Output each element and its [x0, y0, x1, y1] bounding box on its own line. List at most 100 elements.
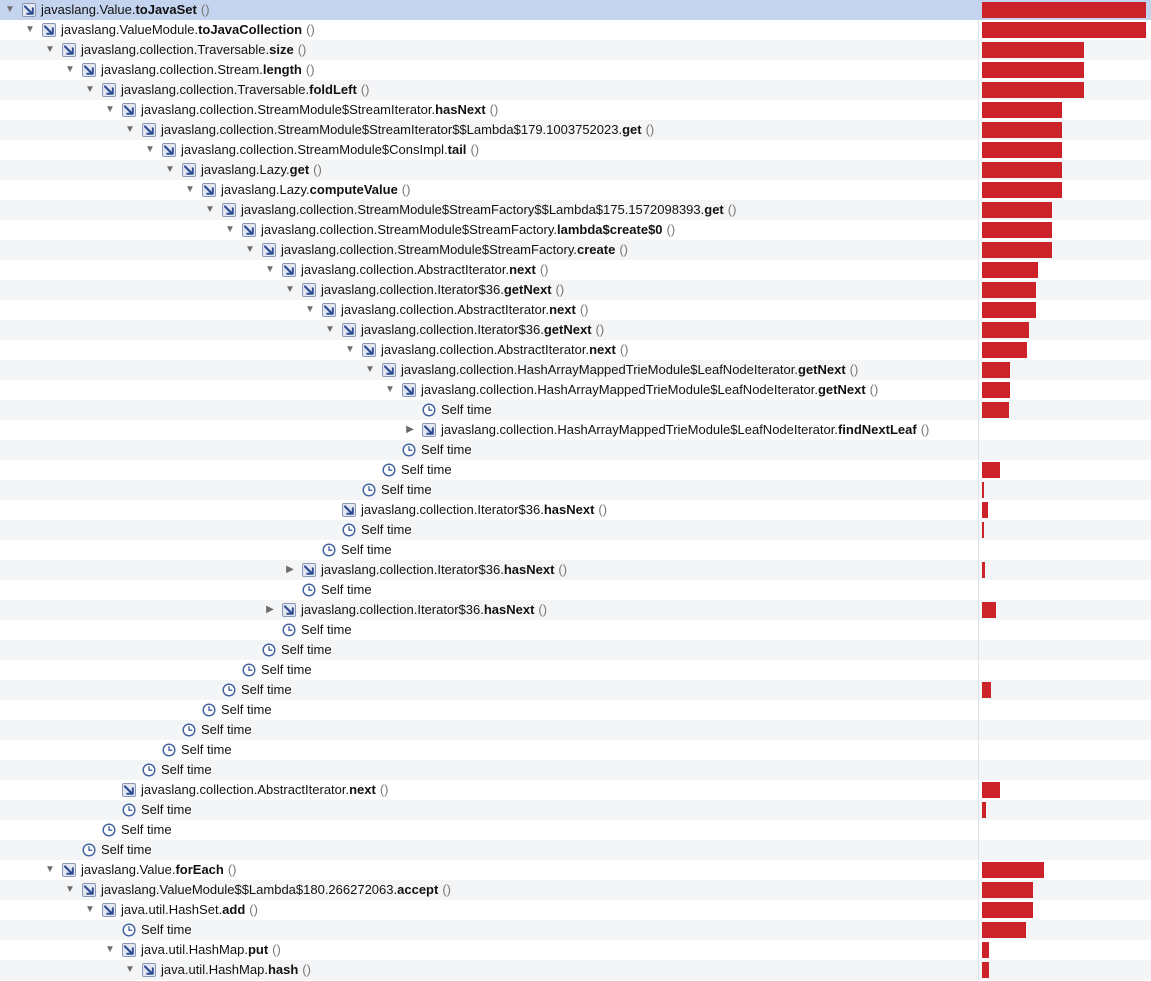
method-label: javaslang.collection.Traversable.size(): [81, 43, 306, 57]
method-label: javaslang.collection.Traversable.foldLef…: [121, 83, 369, 97]
call-tree-row[interactable]: ▼ javaslang.ValueModule.toJavaCollection(…: [0, 20, 1151, 40]
self-time-row[interactable]: Self time: [0, 680, 1151, 700]
expand-toggle-icon[interactable]: ▼: [25, 24, 35, 35]
call-tree-row[interactable]: ▼ javaslang.collection.Traversable.size(): [0, 40, 1151, 60]
expand-toggle-icon[interactable]: ▼: [225, 224, 235, 235]
expand-toggle-icon[interactable]: ▼: [65, 64, 75, 75]
call-tree-row[interactable]: ▼ javaslang.collection.AbstractIterator.n…: [0, 300, 1151, 320]
time-bar-cell: [978, 240, 1151, 260]
clock-icon: [262, 643, 276, 657]
clock-icon: [142, 763, 156, 777]
call-tree-row[interactable]: ▼ javaslang.collection.StreamModule$Strea…: [0, 200, 1151, 220]
call-tree-row[interactable]: ▼ javaslang.collection.AbstractIterator.n…: [0, 340, 1151, 360]
call-tree-row[interactable]: ▼ javaslang.collection.StreamModule$Strea…: [0, 240, 1151, 260]
expand-toggle-icon[interactable]: ▼: [365, 364, 375, 375]
self-time-row[interactable]: Self time: [0, 580, 1151, 600]
call-tree-row[interactable]: ▼ javaslang.collection.Stream.length(): [0, 60, 1151, 80]
call-tree-row[interactable]: ▼ javaslang.Value.toJavaSet(): [0, 0, 1151, 20]
expand-toggle-icon[interactable]: ▼: [325, 324, 335, 335]
expand-toggle-icon[interactable]: ▼: [125, 124, 135, 135]
self-time-row[interactable]: Self time: [0, 640, 1151, 660]
expand-toggle-icon[interactable]: ▼: [165, 164, 175, 175]
method-package: javaslang.ValueModule.: [61, 22, 199, 37]
self-time-row[interactable]: Self time: [0, 720, 1151, 740]
expand-toggle-icon[interactable]: ▼: [145, 144, 155, 155]
self-time-row[interactable]: Self time: [0, 460, 1151, 480]
self-time-row[interactable]: Self time: [0, 520, 1151, 540]
call-tree-row[interactable]: ▼ java.util.HashMap.put(): [0, 940, 1151, 960]
self-time-row[interactable]: Self time: [0, 800, 1151, 820]
expand-toggle-icon[interactable]: ▼: [45, 864, 55, 875]
call-tree-row[interactable]: ▼ javaslang.collection.HashArrayMappedTri…: [0, 360, 1151, 380]
expand-toggle-icon[interactable]: ▼: [85, 904, 95, 915]
time-bar-cell: [978, 840, 1151, 860]
call-tree-row[interactable]: ▼ javaslang.collection.HashArrayMappedTri…: [0, 380, 1151, 400]
call-tree-row[interactable]: ▼ java.util.HashSet.add(): [0, 900, 1151, 920]
clock-icon: [422, 403, 436, 417]
self-time-label: Self time: [241, 682, 292, 697]
self-time-row[interactable]: Self time: [0, 540, 1151, 560]
call-tree-row[interactable]: ▼ javaslang.collection.AbstractIterator.n…: [0, 260, 1151, 280]
method-name: next: [349, 782, 376, 797]
call-tree-row[interactable]: ▼ javaslang.collection.Traversable.foldLe…: [0, 80, 1151, 100]
method-name: foldLeft: [309, 82, 357, 97]
expand-toggle-icon[interactable]: ▼: [105, 944, 115, 955]
expand-toggle-icon[interactable]: ▼: [205, 204, 215, 215]
expand-toggle-icon[interactable]: ▼: [385, 384, 395, 395]
method-label: javaslang.collection.AbstractIterator.ne…: [141, 783, 389, 797]
call-tree-row[interactable]: ▼ java.util.HashMap.hash(): [0, 960, 1151, 980]
expand-toggle-icon[interactable]: ▼: [285, 284, 295, 295]
self-time-row[interactable]: Self time: [0, 700, 1151, 720]
collapse-toggle-icon[interactable]: ▶: [406, 424, 414, 435]
expand-toggle-icon[interactable]: ▼: [5, 4, 15, 15]
method-package: javaslang.collection.StreamModule$Stream…: [261, 222, 558, 237]
collapse-toggle-icon[interactable]: ▶: [266, 604, 274, 615]
self-time-row[interactable]: Self time: [0, 400, 1151, 420]
self-time-row[interactable]: Self time: [0, 760, 1151, 780]
clock-icon: [282, 623, 296, 637]
self-time-row[interactable]: Self time: [0, 740, 1151, 760]
self-time-row[interactable]: Self time: [0, 480, 1151, 500]
time-bar: [982, 502, 988, 518]
method-package: javaslang.collection.Traversable.: [121, 82, 310, 97]
expand-toggle-icon[interactable]: ▼: [45, 44, 55, 55]
expand-toggle-icon[interactable]: ▼: [345, 344, 355, 355]
clock-icon: [82, 843, 96, 857]
self-time-row[interactable]: Self time: [0, 920, 1151, 940]
call-tree-row[interactable]: ▼ javaslang.Lazy.computeValue(): [0, 180, 1151, 200]
method-args: (): [489, 102, 499, 117]
call-tree-row[interactable]: ▼ javaslang.collection.StreamModule$ConsI…: [0, 140, 1151, 160]
call-tree-row[interactable]: ▼ javaslang.collection.StreamModule$Strea…: [0, 120, 1151, 140]
method-label: javaslang.collection.StreamModule$ConsIm…: [181, 143, 479, 157]
call-tree-row[interactable]: ▶ javaslang.collection.Iterator$36.hasNex…: [0, 560, 1151, 580]
expand-toggle-icon[interactable]: ▼: [265, 264, 275, 275]
time-bar: [982, 682, 991, 698]
expand-toggle-icon[interactable]: ▼: [125, 964, 135, 975]
self-time-row[interactable]: Self time: [0, 660, 1151, 680]
call-tree-row[interactable]: ▼ javaslang.Lazy.get(): [0, 160, 1151, 180]
self-time-row[interactable]: Self time: [0, 440, 1151, 460]
call-tree-row[interactable]: javaslang.collection.AbstractIterator.ne…: [0, 780, 1151, 800]
call-tree-row[interactable]: ▶ javaslang.collection.HashArrayMappedTri…: [0, 420, 1151, 440]
self-time-row[interactable]: Self time: [0, 620, 1151, 640]
expand-toggle-icon[interactable]: ▼: [65, 884, 75, 895]
time-bar: [982, 922, 1026, 938]
call-tree-row[interactable]: ▼ javaslang.ValueModule$$Lambda$180.26627…: [0, 880, 1151, 900]
call-tree-row[interactable]: ▼ javaslang.collection.StreamModule$Strea…: [0, 220, 1151, 240]
expand-toggle-icon[interactable]: ▼: [245, 244, 255, 255]
expand-toggle-icon[interactable]: ▼: [85, 84, 95, 95]
self-time-row[interactable]: Self time: [0, 820, 1151, 840]
expand-toggle-icon[interactable]: ▼: [305, 304, 315, 315]
call-tree-row[interactable]: ▼ javaslang.collection.Iterator$36.getNex…: [0, 320, 1151, 340]
method-args: (): [360, 82, 370, 97]
call-tree-row[interactable]: ▼ javaslang.collection.Iterator$36.getNex…: [0, 280, 1151, 300]
call-tree-row[interactable]: javaslang.collection.Iterator$36.hasNext…: [0, 500, 1151, 520]
call-tree-row[interactable]: ▼ javaslang.collection.StreamModule$Strea…: [0, 100, 1151, 120]
collapse-toggle-icon[interactable]: ▶: [286, 564, 294, 575]
expand-toggle-icon[interactable]: ▼: [185, 184, 195, 195]
call-tree-row[interactable]: ▶ javaslang.collection.Iterator$36.hasNex…: [0, 600, 1151, 620]
time-bar: [982, 602, 996, 618]
self-time-row[interactable]: Self time: [0, 840, 1151, 860]
expand-toggle-icon[interactable]: ▼: [105, 104, 115, 115]
call-tree-row[interactable]: ▼ javaslang.Value.forEach(): [0, 860, 1151, 880]
